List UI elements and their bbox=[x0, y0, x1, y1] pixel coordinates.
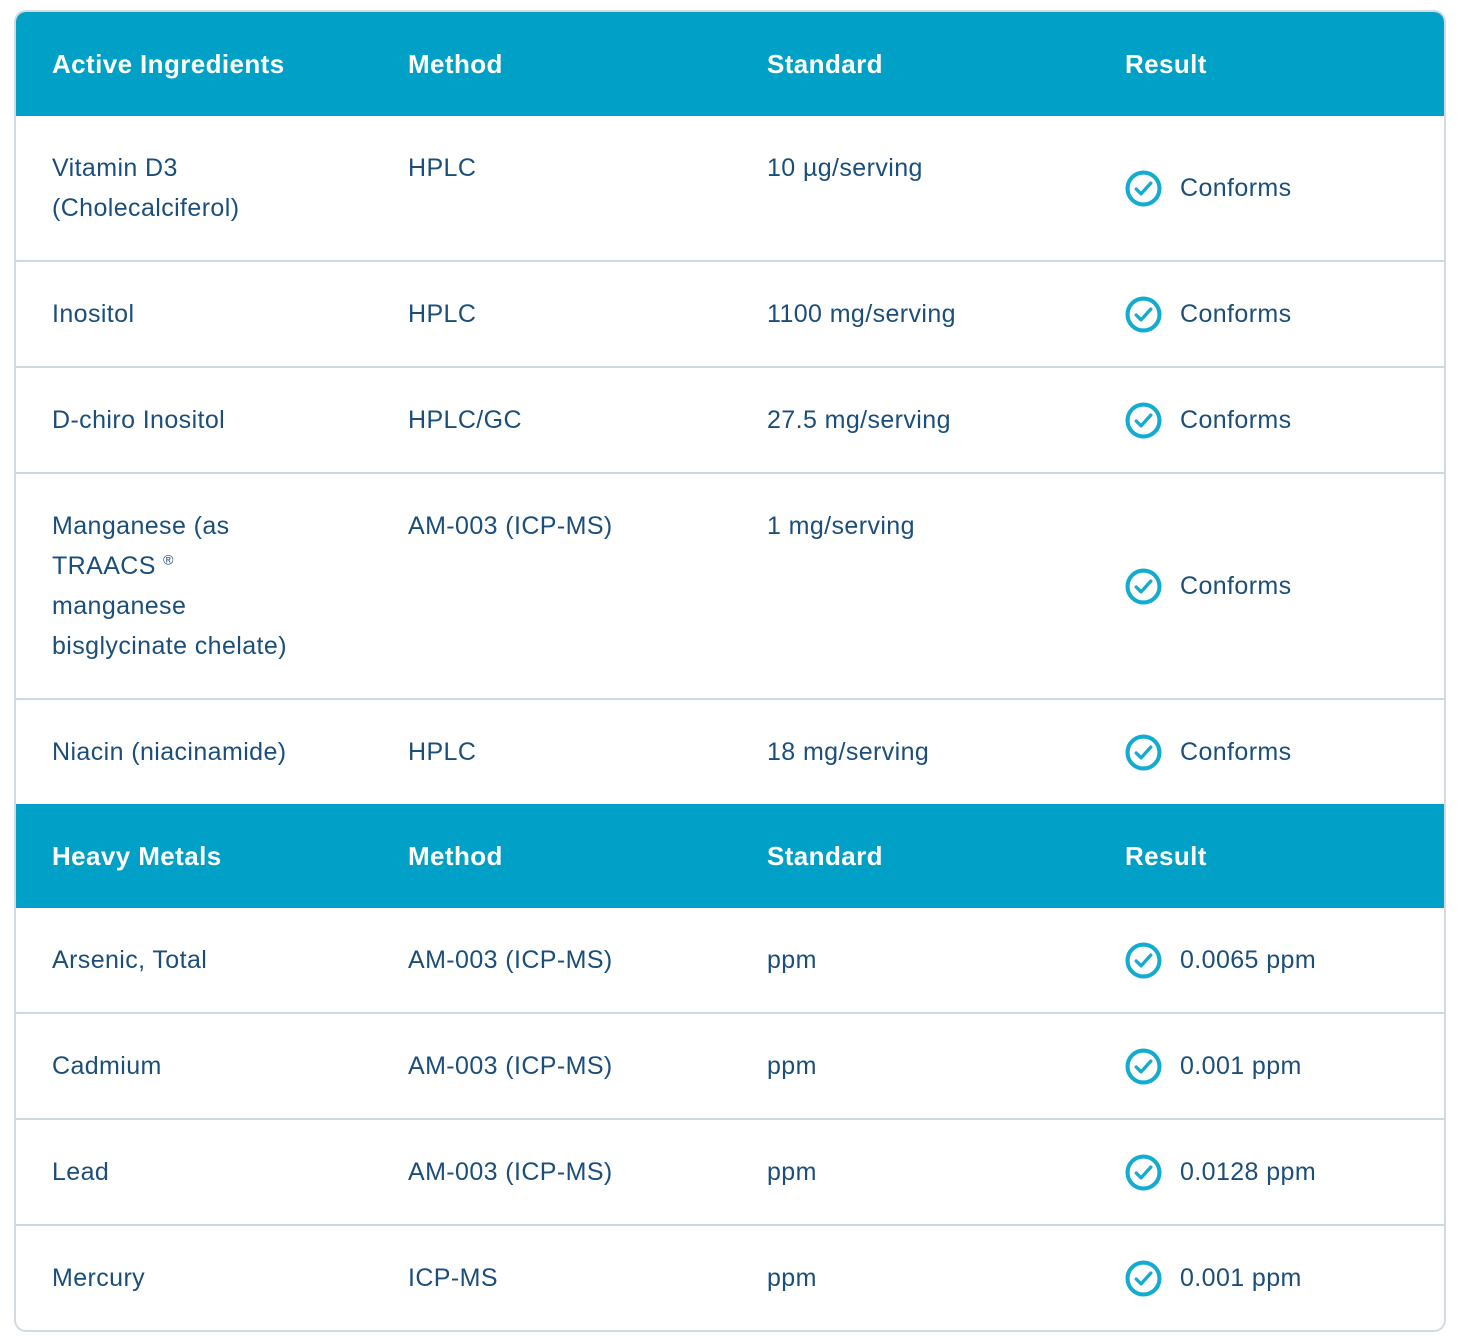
check-circle-icon bbox=[1125, 402, 1162, 439]
lab-results-table: Active Ingredients Method Standard Resul… bbox=[14, 10, 1446, 1332]
ingredient-name-cell: Niacin (niacinamide) bbox=[52, 738, 287, 766]
column-header-heavy-metals: Heavy Metals bbox=[52, 841, 222, 871]
method-cell: AM-003 (ICP-MS) bbox=[408, 1158, 613, 1186]
metal-name-cell: Arsenic, Total bbox=[52, 946, 208, 974]
method-cell: AM-003 (ICP-MS) bbox=[408, 512, 613, 540]
standard-cell: ppm bbox=[767, 946, 817, 974]
table-row: Mercury ICP-MS ppm 0.001 ppm bbox=[16, 1224, 1444, 1330]
result-value: 0.0065 ppm bbox=[1180, 946, 1317, 974]
result-cell: 0.0128 ppm bbox=[1089, 1120, 1444, 1224]
result-cell: Conforms bbox=[1089, 368, 1444, 472]
standard-cell: 1100 mg/serving bbox=[767, 300, 956, 328]
method-cell: AM-003 (ICP-MS) bbox=[408, 1052, 613, 1080]
ingredient-name-cell: D-chiro Inositol bbox=[52, 406, 226, 434]
check-circle-icon bbox=[1125, 734, 1162, 771]
standard-cell: ppm bbox=[767, 1264, 817, 1292]
standard-cell: ppm bbox=[767, 1052, 817, 1080]
method-cell: HPLC bbox=[408, 300, 477, 328]
table-row: Inositol HPLC 1100 mg/serving Conforms bbox=[16, 260, 1444, 366]
result-value: 0.001 ppm bbox=[1180, 1052, 1302, 1080]
standard-cell: 1 mg/serving bbox=[767, 512, 915, 540]
table-row: Lead AM-003 (ICP-MS) ppm 0.0128 ppm bbox=[16, 1118, 1444, 1224]
result-cell: Conforms bbox=[1089, 700, 1444, 804]
metal-name-cell: Cadmium bbox=[52, 1052, 162, 1080]
result-value: Conforms bbox=[1180, 300, 1292, 328]
check-circle-icon bbox=[1125, 1154, 1162, 1191]
table-row: Cadmium AM-003 (ICP-MS) ppm 0.001 ppm bbox=[16, 1012, 1444, 1118]
result-value: 0.0128 ppm bbox=[1180, 1158, 1317, 1186]
standard-cell: 10 µg/serving bbox=[767, 154, 923, 182]
check-circle-icon bbox=[1125, 1260, 1162, 1297]
table-row: Arsenic, Total AM-003 (ICP-MS) ppm 0.006… bbox=[16, 908, 1444, 1012]
result-value: Conforms bbox=[1180, 174, 1292, 202]
check-circle-icon bbox=[1125, 296, 1162, 333]
standard-cell: 27.5 mg/serving bbox=[767, 406, 951, 434]
result-value: Conforms bbox=[1180, 572, 1292, 600]
metal-name-cell: Lead bbox=[52, 1158, 110, 1186]
result-value: 0.001 ppm bbox=[1180, 1264, 1302, 1292]
standard-cell: 18 mg/serving bbox=[767, 738, 930, 766]
method-cell: HPLC bbox=[408, 154, 477, 182]
result-value: Conforms bbox=[1180, 406, 1292, 434]
method-cell: HPLC bbox=[408, 738, 477, 766]
table-row: Manganese (as TRAACS ® manganese bisglyc… bbox=[16, 472, 1444, 698]
result-cell: 0.001 ppm bbox=[1089, 1226, 1444, 1330]
check-circle-icon bbox=[1125, 568, 1162, 605]
result-cell: 0.001 ppm bbox=[1089, 1014, 1444, 1118]
result-cell: Conforms bbox=[1089, 474, 1444, 698]
ingredient-name-cell: Inositol bbox=[52, 300, 135, 328]
check-circle-icon bbox=[1125, 942, 1162, 979]
check-circle-icon bbox=[1125, 170, 1162, 207]
result-value: Conforms bbox=[1180, 738, 1292, 766]
result-cell: 0.0065 ppm bbox=[1089, 908, 1444, 1012]
metal-name-cell: Mercury bbox=[52, 1264, 146, 1292]
result-cell: Conforms bbox=[1089, 262, 1444, 366]
method-cell: ICP-MS bbox=[408, 1264, 498, 1292]
method-cell: HPLC/GC bbox=[408, 406, 522, 434]
column-header-standard: Standard bbox=[767, 841, 883, 871]
column-header-active-ingredients: Active Ingredients bbox=[52, 49, 285, 79]
table-row: D-chiro Inositol HPLC/GC 27.5 mg/serving… bbox=[16, 366, 1444, 472]
column-header-result: Result bbox=[1125, 49, 1207, 79]
table-row: Niacin (niacinamide) HPLC 18 mg/serving … bbox=[16, 698, 1444, 804]
column-header-result: Result bbox=[1125, 841, 1207, 871]
column-header-method: Method bbox=[408, 841, 503, 871]
table-row: Vitamin D3 (Cholecalciferol) HPLC 10 µg/… bbox=[16, 116, 1444, 260]
ingredient-name-cell: Vitamin D3 (Cholecalciferol) bbox=[52, 154, 240, 222]
heavy-metals-header-row: Heavy Metals Method Standard Result bbox=[16, 804, 1444, 908]
ingredient-name-cell: Manganese (as TRAACS ® manganese bisglyc… bbox=[52, 512, 287, 660]
column-header-standard: Standard bbox=[767, 49, 883, 79]
method-cell: AM-003 (ICP-MS) bbox=[408, 946, 613, 974]
column-header-method: Method bbox=[408, 49, 503, 79]
check-circle-icon bbox=[1125, 1048, 1162, 1085]
standard-cell: ppm bbox=[767, 1158, 817, 1186]
result-cell: Conforms bbox=[1089, 116, 1444, 260]
active-ingredients-header-row: Active Ingredients Method Standard Resul… bbox=[16, 12, 1444, 116]
